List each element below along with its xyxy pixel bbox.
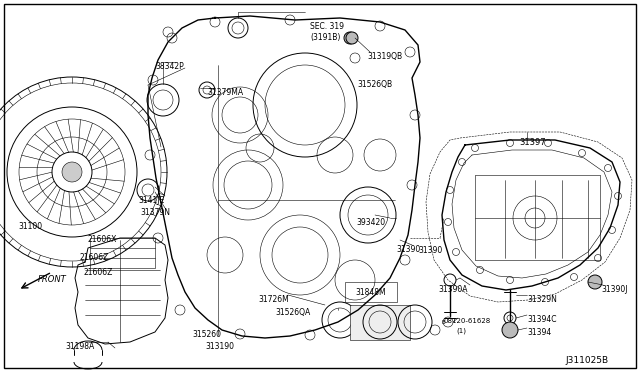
Circle shape xyxy=(502,322,518,338)
Text: 31379N: 31379N xyxy=(140,208,170,217)
Bar xyxy=(350,305,410,340)
Circle shape xyxy=(344,32,356,44)
Text: 08120-61628: 08120-61628 xyxy=(444,318,492,324)
Text: 393420: 393420 xyxy=(356,218,385,227)
Text: 315260: 315260 xyxy=(192,330,221,339)
Text: 31390: 31390 xyxy=(396,245,420,254)
Text: 38342P: 38342P xyxy=(155,62,184,71)
Bar xyxy=(345,282,397,302)
Text: 21606Z: 21606Z xyxy=(83,268,113,277)
Text: 31526QA: 31526QA xyxy=(275,308,310,317)
Text: 31329N: 31329N xyxy=(527,295,557,304)
Text: SEC. 319: SEC. 319 xyxy=(310,22,344,31)
Text: 31319QB: 31319QB xyxy=(367,52,402,61)
Text: 313190: 313190 xyxy=(205,342,234,351)
Bar xyxy=(90,238,155,268)
Text: (3191B): (3191B) xyxy=(310,33,340,42)
Text: (1): (1) xyxy=(456,328,466,334)
Text: 31526QB: 31526QB xyxy=(357,80,392,89)
Text: 21606Z: 21606Z xyxy=(79,253,108,262)
Text: 31390J: 31390J xyxy=(601,285,627,294)
Text: B: B xyxy=(441,320,445,324)
Text: 31394: 31394 xyxy=(527,328,551,337)
Text: 31394C: 31394C xyxy=(527,315,557,324)
Text: 31390: 31390 xyxy=(418,246,442,255)
Circle shape xyxy=(588,275,602,289)
Text: 31726M: 31726M xyxy=(258,295,289,304)
Text: FRONT: FRONT xyxy=(38,275,67,284)
Text: 3141JE: 3141JE xyxy=(138,196,164,205)
Circle shape xyxy=(346,32,358,44)
Text: 31397: 31397 xyxy=(519,138,546,147)
Text: 31379MA: 31379MA xyxy=(207,88,243,97)
Text: 31390A: 31390A xyxy=(438,285,467,294)
Text: 21606X: 21606X xyxy=(88,235,117,244)
Text: 31198A: 31198A xyxy=(65,342,94,351)
Circle shape xyxy=(62,162,82,182)
Text: J311025B: J311025B xyxy=(565,356,608,365)
Text: 31100: 31100 xyxy=(18,222,42,231)
Text: 31848M: 31848M xyxy=(355,288,386,297)
